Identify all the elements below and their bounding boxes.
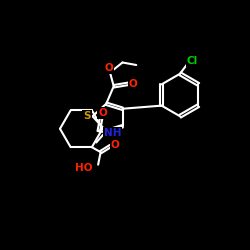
Text: Cl: Cl	[186, 56, 198, 66]
Text: O: O	[98, 108, 107, 118]
Text: NH: NH	[104, 128, 121, 138]
Text: O: O	[111, 140, 120, 150]
Text: S: S	[83, 111, 91, 121]
Text: O: O	[129, 79, 138, 89]
Text: HO: HO	[75, 163, 93, 173]
Text: O: O	[104, 63, 113, 73]
